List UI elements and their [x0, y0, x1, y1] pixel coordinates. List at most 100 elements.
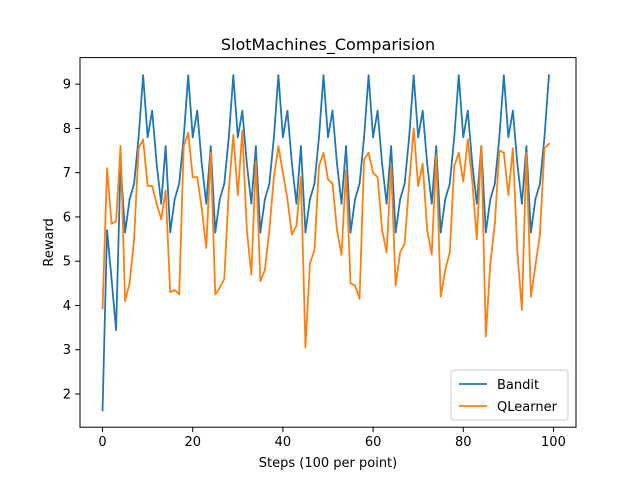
data-point-bandit: [137, 136, 140, 139]
data-point-bandit: [133, 182, 136, 185]
x-tick-label: 20: [184, 435, 201, 450]
data-point-bandit: [363, 136, 365, 139]
data-point-bandit: [254, 145, 257, 148]
data-point-bandit: [272, 136, 275, 139]
data-point-bandit: [381, 162, 384, 165]
data-point-bandit: [236, 136, 239, 139]
data-point-bandit: [142, 74, 145, 77]
data-point-bandit: [367, 74, 370, 77]
data-point-bandit: [385, 202, 388, 205]
data-point-qlearner: [507, 193, 510, 196]
data-point-qlearner: [196, 176, 199, 179]
data-point-qlearner: [340, 253, 343, 256]
data-point-qlearner: [394, 284, 397, 287]
data-point-bandit: [214, 231, 217, 234]
data-point-qlearner: [106, 167, 108, 170]
data-point-qlearner: [543, 147, 546, 150]
y-tick-label: 5: [63, 255, 71, 270]
data-point-bandit: [489, 198, 492, 201]
data-point-qlearner: [376, 176, 379, 179]
data-point-qlearner: [263, 269, 266, 271]
data-point-qlearner: [462, 180, 465, 183]
data-point-qlearner: [548, 143, 550, 145]
data-point-qlearner: [182, 145, 185, 148]
data-point-qlearner: [345, 169, 347, 172]
data-point-qlearner: [218, 286, 221, 289]
data-point-qlearner: [259, 280, 262, 283]
data-point-qlearner: [448, 251, 451, 254]
data-point-bandit: [209, 145, 212, 148]
data-point-bandit: [128, 198, 131, 201]
data-point-qlearner: [385, 251, 388, 254]
data-point-qlearner: [381, 229, 384, 232]
x-tick-label: 60: [365, 435, 382, 450]
x-axis-label: Steps (100 per point): [259, 456, 397, 471]
data-point-bandit: [106, 229, 108, 232]
data-point-qlearner: [403, 242, 406, 245]
data-point-bandit: [475, 202, 478, 205]
data-point-qlearner: [223, 278, 226, 280]
data-point-bandit: [241, 109, 244, 112]
data-point-qlearner: [336, 229, 338, 232]
data-point-qlearner: [511, 147, 514, 150]
y-tick-label: 8: [63, 122, 71, 137]
data-point-bandit: [182, 136, 185, 139]
x-tick-label: 80: [455, 435, 472, 450]
data-point-bandit: [336, 162, 338, 165]
data-point-qlearner: [525, 151, 528, 154]
data-point-qlearner: [232, 134, 235, 136]
y-tick-label: 2: [63, 388, 71, 403]
data-point-qlearner: [426, 229, 429, 232]
data-point-bandit: [448, 182, 451, 185]
data-point-bandit: [101, 409, 104, 412]
data-point-qlearner: [367, 151, 370, 154]
data-point-bandit: [412, 74, 415, 77]
data-point-qlearner: [318, 165, 320, 167]
legend: Bandit QLearner: [450, 369, 569, 421]
data-point-qlearner: [205, 247, 208, 249]
data-point-qlearner: [417, 185, 420, 187]
data-point-qlearner: [268, 229, 271, 232]
data-point-bandit: [327, 136, 329, 139]
data-point-bandit: [191, 136, 194, 139]
data-point-qlearner: [331, 182, 334, 185]
x-tick-label: 100: [541, 435, 566, 450]
data-point-qlearner: [115, 220, 117, 223]
data-point-qlearner: [282, 171, 284, 174]
data-point-bandit: [507, 136, 510, 139]
data-point-bandit: [340, 202, 343, 205]
x-tick-label: 0: [98, 435, 106, 450]
data-point-qlearner: [489, 262, 492, 265]
data-point-qlearner: [187, 131, 190, 134]
data-point-bandit: [277, 74, 280, 77]
data-point-qlearner: [286, 198, 289, 201]
data-point-qlearner: [241, 129, 244, 132]
data-point-bandit: [295, 202, 298, 205]
data-point-bandit: [155, 162, 158, 165]
data-point-bandit: [245, 162, 248, 165]
x-axis: 0 20 40 60 80 100: [98, 427, 566, 450]
data-point-bandit: [516, 162, 519, 165]
data-point-bandit: [453, 136, 456, 139]
data-point-qlearner: [133, 238, 136, 240]
data-point-bandit: [471, 162, 474, 165]
data-point-qlearner: [539, 233, 541, 236]
data-point-bandit: [282, 136, 284, 139]
data-point-qlearner: [372, 171, 374, 174]
data-point-qlearner: [493, 222, 496, 225]
data-point-qlearner: [327, 178, 329, 181]
data-point-qlearner: [178, 293, 181, 296]
data-point-bandit: [223, 182, 226, 185]
data-point-bandit: [322, 74, 325, 77]
x-tick-label: 40: [275, 435, 292, 450]
data-point-qlearner: [304, 346, 307, 349]
data-point-qlearner: [516, 251, 519, 254]
data-point-bandit: [548, 74, 550, 77]
data-point-qlearner: [444, 269, 447, 271]
y-tick-label: 6: [63, 210, 71, 225]
data-point-qlearner: [484, 335, 487, 338]
data-point-bandit: [426, 162, 429, 165]
data-point-qlearner: [291, 233, 293, 236]
data-point-qlearner: [119, 145, 122, 148]
